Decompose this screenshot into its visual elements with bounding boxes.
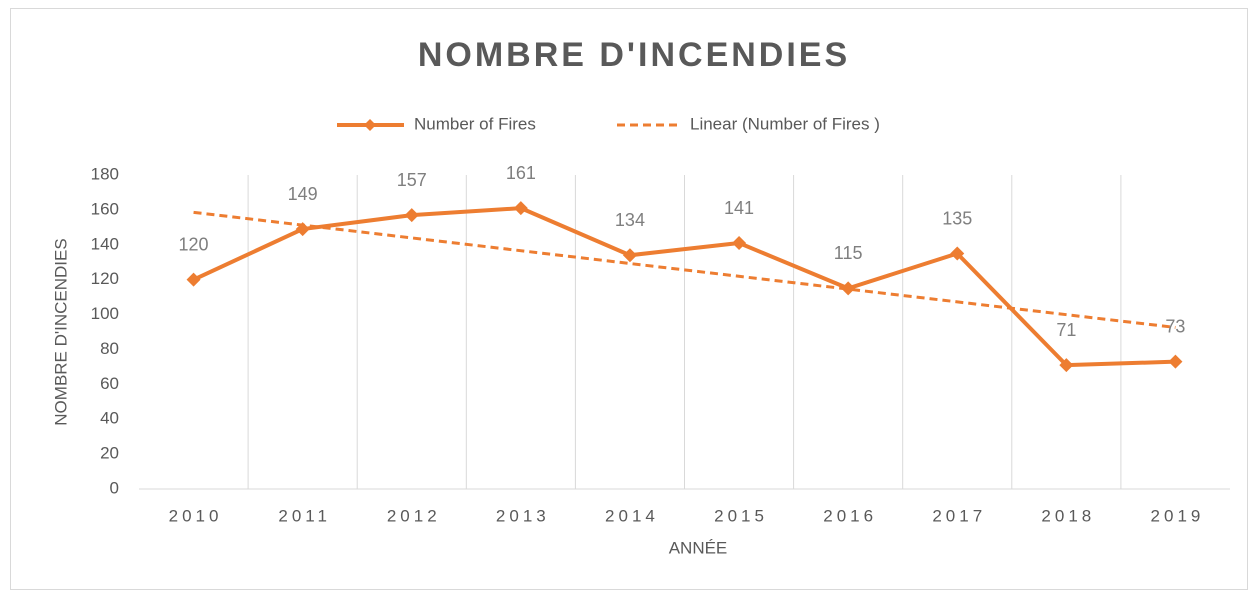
marker: [186, 272, 201, 287]
x-tick-label: 2015: [714, 506, 768, 525]
data-label: 120: [179, 234, 209, 254]
x-tick-label: 2011: [278, 506, 331, 525]
data-label: 71: [1056, 320, 1076, 340]
x-tick-label: 2010: [169, 506, 223, 525]
marker: [950, 246, 965, 261]
x-tick-label: 2014: [605, 506, 659, 525]
data-label: 141: [724, 198, 754, 218]
data-label: 161: [506, 163, 536, 183]
chart-border: [10, 8, 1248, 590]
marker: [513, 201, 528, 216]
y-tick-label: 160: [91, 199, 119, 218]
x-tick-label: 2013: [496, 506, 550, 525]
data-label: 157: [397, 170, 427, 190]
legend-marker: [364, 119, 376, 131]
y-tick-label: 120: [91, 269, 119, 288]
y-tick-label: 80: [100, 339, 119, 358]
marker: [404, 208, 419, 223]
marker: [1168, 354, 1183, 369]
y-tick-label: 100: [91, 304, 119, 323]
marker: [1059, 358, 1074, 373]
data-label: 135: [942, 208, 972, 228]
y-tick-label: 60: [100, 374, 119, 393]
legend-label: Number of Fires: [414, 114, 536, 133]
x-tick-label: 2019: [1151, 506, 1205, 525]
x-tick-label: 2018: [1041, 506, 1095, 525]
y-tick-label: 40: [100, 409, 119, 428]
trend-line: [193, 210, 1176, 329]
x-axis-label: ANNÉE: [669, 538, 728, 557]
data-label: 134: [615, 210, 645, 230]
y-tick-label: 180: [91, 164, 119, 183]
y-tick-label: 0: [110, 478, 119, 497]
y-tick-label: 140: [91, 234, 119, 253]
x-tick-label: 2012: [387, 506, 441, 525]
marker: [841, 281, 856, 296]
data-label: 115: [834, 243, 863, 263]
marker: [622, 248, 637, 263]
y-axis-label: NOMBRE D'INCENDIES: [51, 238, 70, 425]
legend-label: Linear (Number of Fires ): [690, 114, 880, 133]
x-tick-label: 2016: [823, 506, 877, 525]
marker: [732, 236, 747, 251]
y-tick-label: 20: [100, 444, 119, 463]
chart-title: NOMBRE D'INCENDIES: [418, 36, 850, 74]
data-label: 149: [288, 184, 318, 204]
marker: [295, 222, 310, 237]
data-label: 73: [1165, 316, 1185, 336]
x-tick-label: 2017: [932, 506, 986, 525]
